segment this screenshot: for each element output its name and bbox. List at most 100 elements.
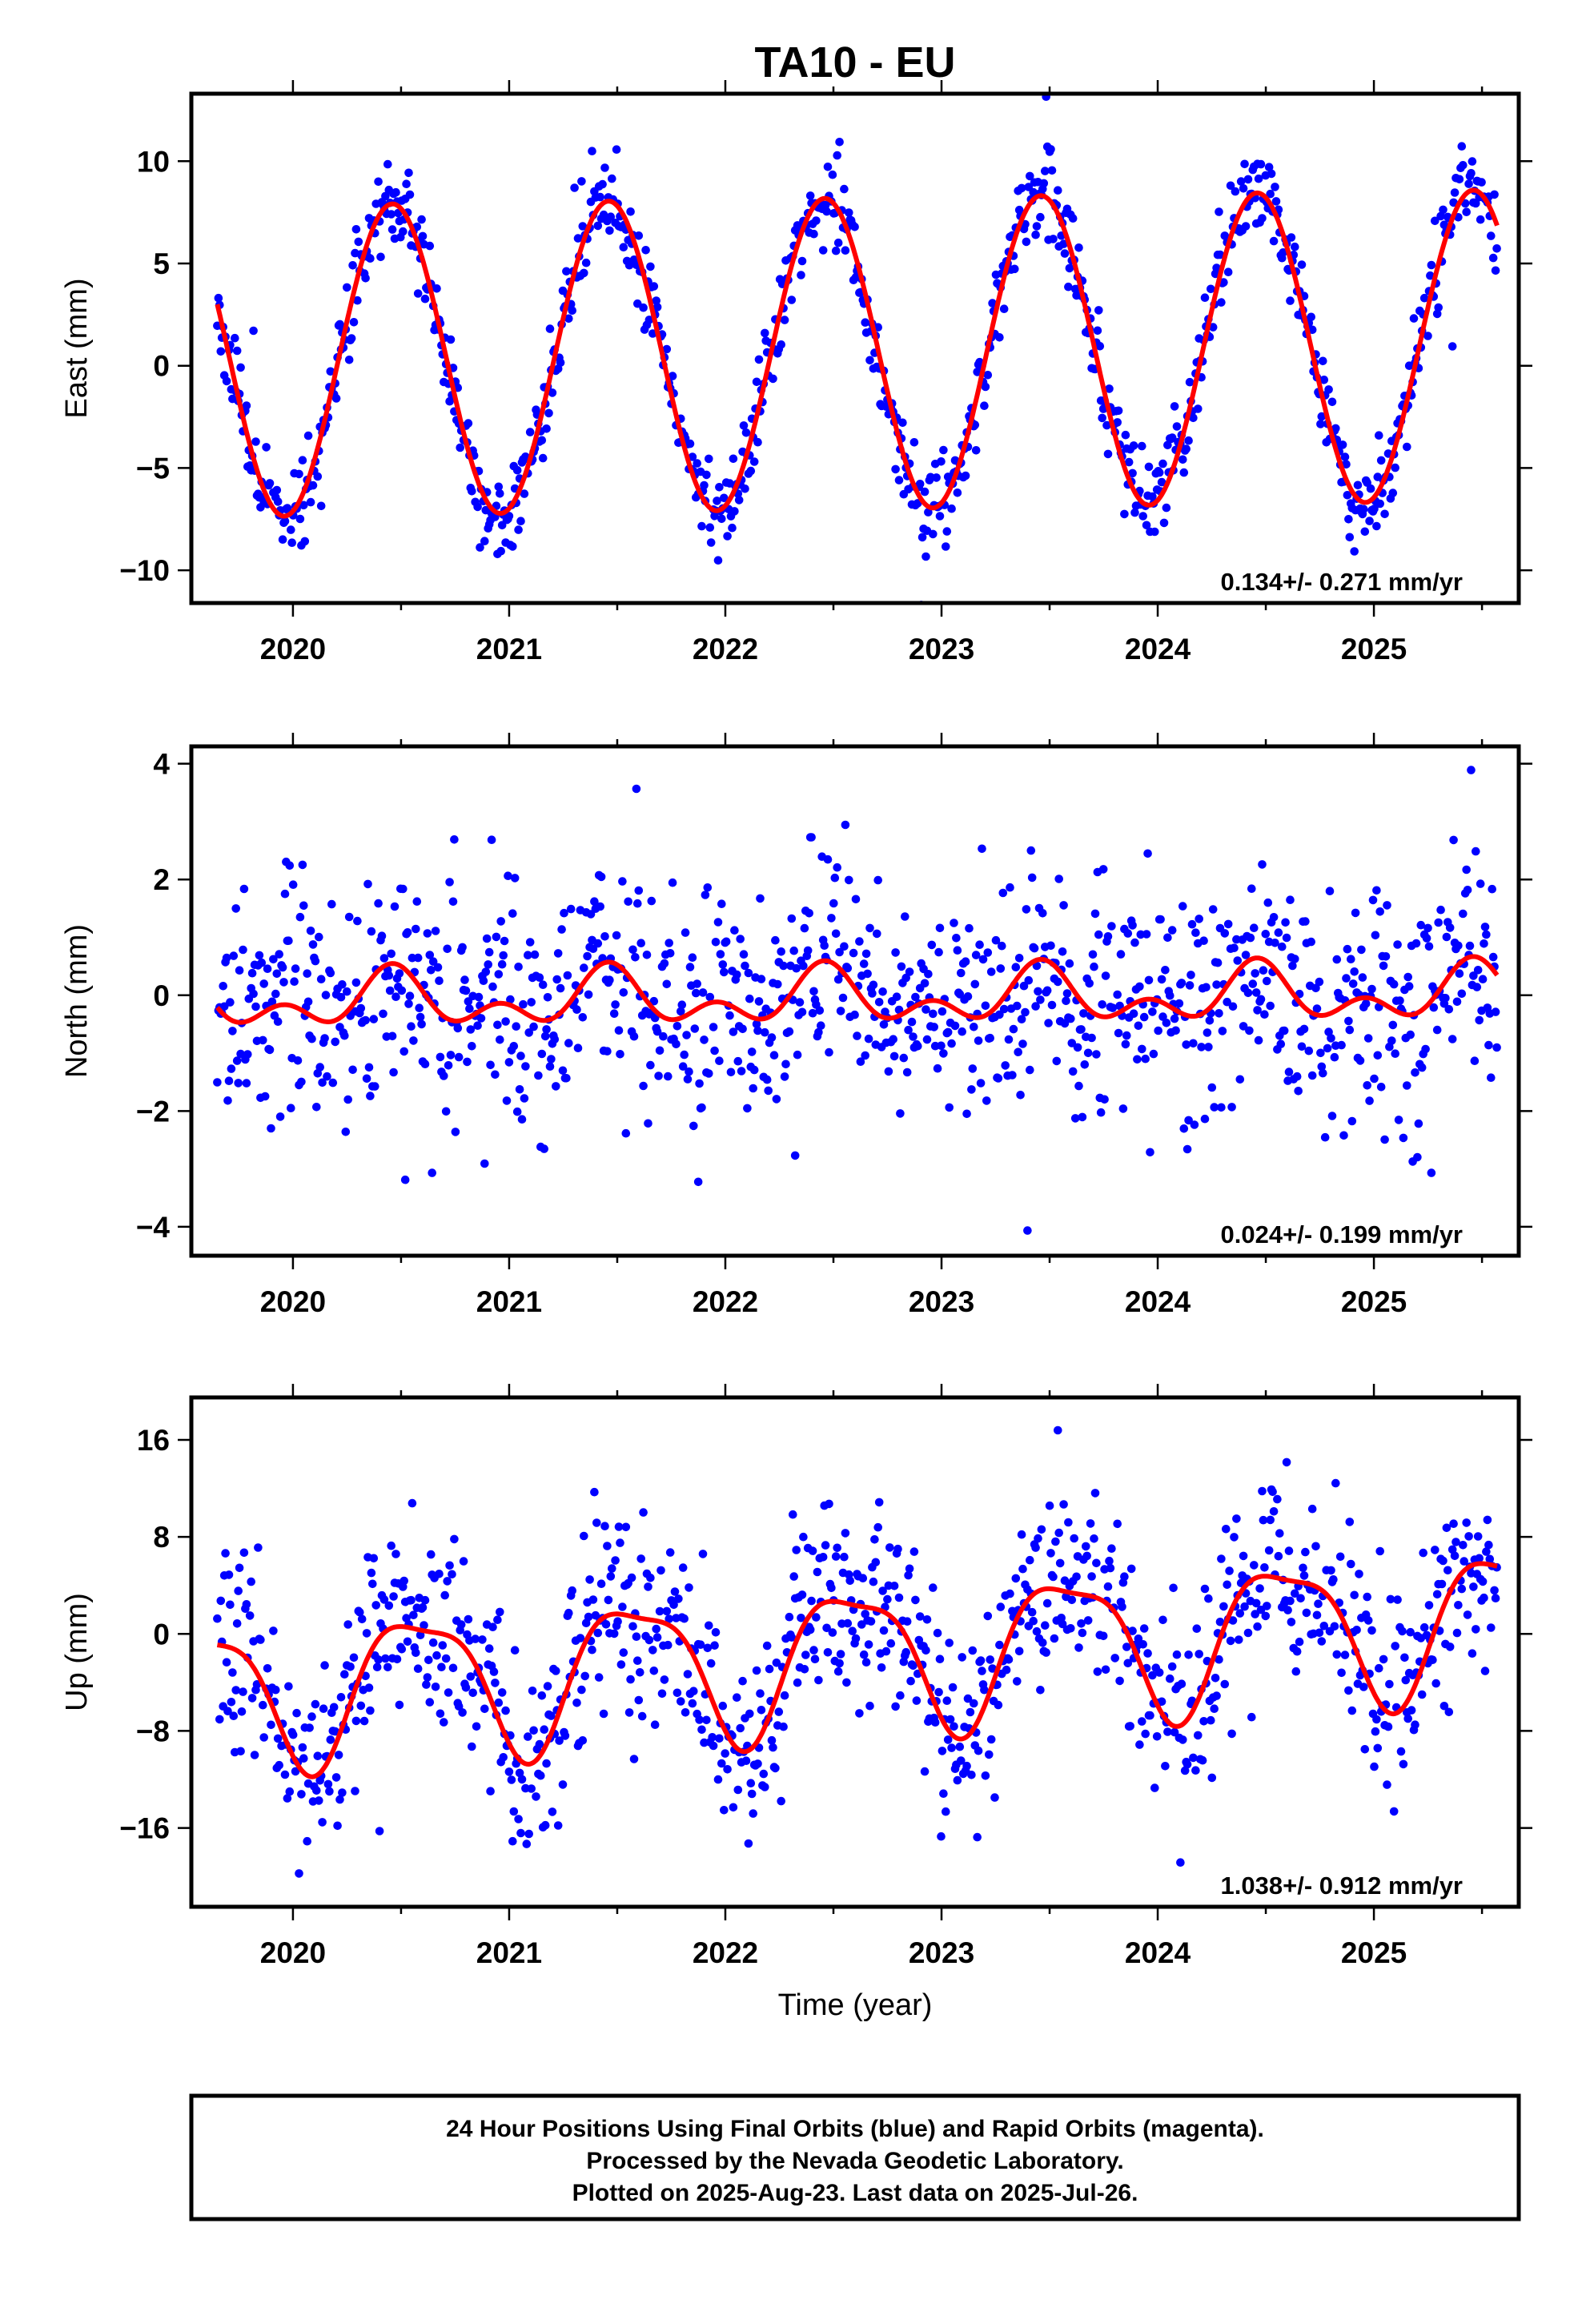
north-data-point (1186, 971, 1195, 979)
up-data-point (836, 1650, 845, 1659)
east-data-point (1403, 442, 1411, 452)
north-data-point (978, 844, 986, 854)
north-data-point (1022, 905, 1031, 914)
up-data-point (986, 1655, 994, 1664)
north-data-point (1148, 1007, 1157, 1016)
north-data-point (986, 1033, 994, 1043)
east-data-point (1185, 377, 1195, 387)
east-data-point (1477, 178, 1486, 187)
north-data-point (693, 1177, 703, 1187)
north-data-point (1239, 1022, 1248, 1031)
north-data-point (1243, 988, 1253, 998)
north-data-point (1197, 1043, 1206, 1051)
up-data-point (239, 1687, 247, 1696)
up-data-point (351, 1787, 359, 1795)
up-data-point (1452, 1538, 1460, 1546)
up-data-point (596, 1579, 606, 1588)
north-data-point (790, 1151, 800, 1160)
north-data-point (234, 1079, 243, 1088)
north-data-point (845, 875, 853, 885)
up-data-point (1487, 1623, 1496, 1632)
up-data-point (267, 1720, 275, 1730)
north-data-point (288, 880, 298, 889)
up-data-point (709, 1741, 718, 1751)
up-data-point (1449, 1519, 1458, 1528)
north-data-point (1115, 1001, 1124, 1011)
north-x-tick-label: 2024 (1125, 1285, 1191, 1318)
north-data-point (994, 1074, 1003, 1083)
up-data-point (1283, 1606, 1292, 1614)
up-data-point (799, 1532, 808, 1542)
north-data-point (1263, 898, 1273, 907)
east-data-point (1154, 468, 1164, 477)
up-data-point (656, 1566, 665, 1575)
up-data-point (1212, 1691, 1221, 1700)
east-data-point (937, 457, 946, 466)
north-data-point (450, 835, 459, 844)
up-data-point (461, 1683, 471, 1692)
up-data-point (702, 1715, 711, 1725)
north-data-point (558, 1066, 568, 1076)
north-data-point (792, 963, 801, 973)
north-data-point (512, 1107, 522, 1116)
north-data-point (609, 1009, 619, 1018)
up-data-point (1154, 1668, 1164, 1677)
north-data-point (1218, 1027, 1227, 1035)
east-data-point (717, 514, 726, 524)
east-data-point (446, 335, 456, 344)
north-data-point (800, 923, 809, 933)
up-data-point (269, 1626, 278, 1635)
north-y-axis-label: North (mm) (60, 924, 94, 1078)
up-data-point (478, 1635, 487, 1644)
up-data-point (1143, 1649, 1152, 1658)
up-data-point (468, 1742, 476, 1751)
up-data-point (338, 1788, 347, 1797)
north-data-point (808, 1008, 817, 1018)
north-data-point (530, 950, 540, 959)
up-data-point (216, 1596, 226, 1606)
east-data-point (272, 485, 282, 495)
north-data-point (1116, 950, 1126, 959)
north-data-point (460, 975, 469, 984)
east-data-point (662, 344, 672, 354)
north-data-point (272, 969, 282, 979)
north-data-point (797, 1007, 807, 1017)
up-data-point (334, 1751, 343, 1759)
east-data-point (306, 497, 315, 507)
north-data-point (517, 1115, 527, 1124)
up-data-point (670, 1587, 680, 1596)
north-data-point (820, 941, 829, 950)
north-data-point (390, 902, 400, 911)
up-y-tick-label: 8 (153, 1521, 170, 1554)
up-data-point (858, 1574, 868, 1582)
up-data-point (423, 1673, 432, 1682)
up-data-point (1194, 1731, 1203, 1740)
up-data-point (901, 1647, 910, 1657)
up-data-point (1337, 1668, 1346, 1678)
north-data-point (1092, 1050, 1101, 1059)
footer-frame (189, 2093, 1521, 2221)
up-data-point (524, 1732, 532, 1741)
north-data-point (913, 1042, 922, 1051)
east-data-point (1365, 517, 1374, 525)
north-data-point (1279, 1026, 1289, 1035)
up-data-point (1444, 1707, 1454, 1717)
north-data-point (678, 1062, 688, 1071)
up-data-point (985, 1750, 994, 1759)
east-data-point (1240, 159, 1249, 169)
up-data-point (1167, 1662, 1177, 1671)
east-data-point (236, 363, 245, 372)
north-data-point (1467, 766, 1476, 774)
north-data-point (1122, 1031, 1131, 1040)
east-data-point (1184, 436, 1193, 445)
north-data-point (1046, 941, 1055, 951)
up-data-point (805, 1625, 815, 1634)
east-data-point (942, 527, 952, 536)
north-data-point (1174, 999, 1184, 1008)
north-data-point (730, 926, 739, 935)
north-data-point (879, 1020, 889, 1029)
up-data-point (1247, 1712, 1256, 1722)
up-data-point (1255, 1584, 1264, 1593)
east-data-point (556, 358, 565, 368)
east-data-point (929, 529, 938, 539)
